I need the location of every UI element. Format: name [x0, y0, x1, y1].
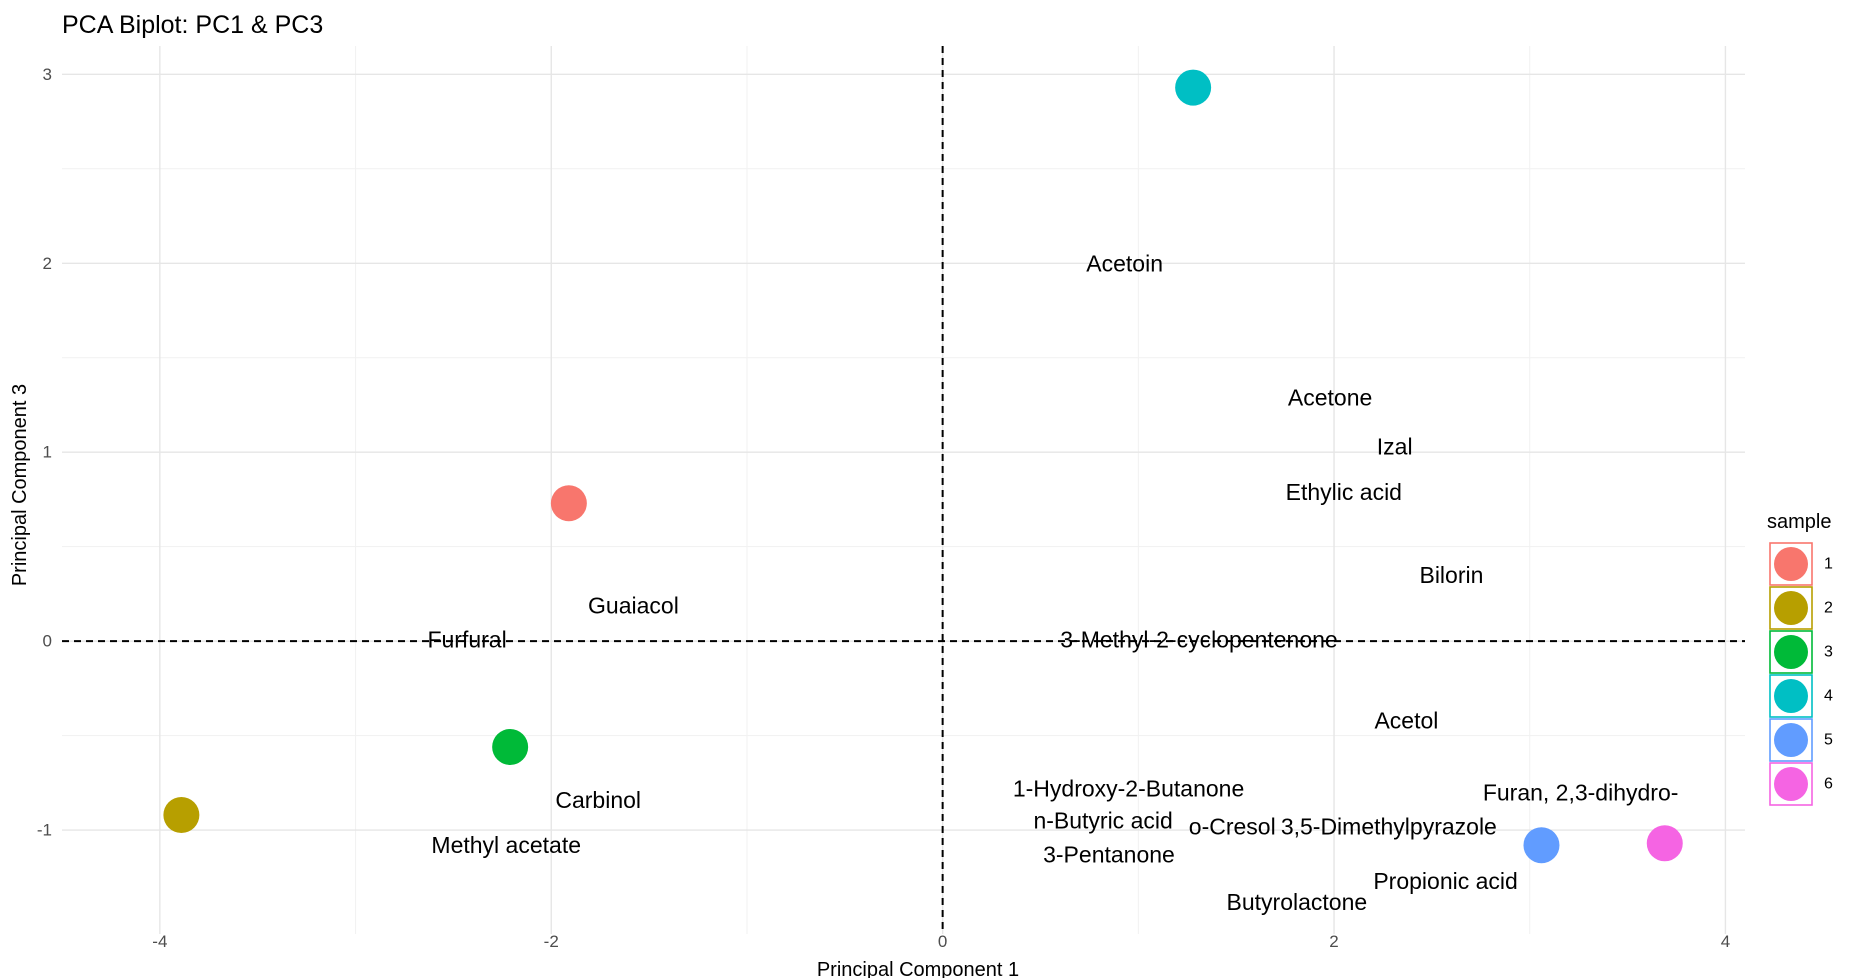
variable-label: Butyrolactone: [1227, 889, 1368, 915]
legend-key-dot: [1774, 723, 1808, 757]
sample-point-6: [1646, 825, 1683, 862]
legend-items: 1 2 3 4 5 6: [1769, 542, 1833, 806]
y-axis-ticks: -1 0 1 2 3: [37, 65, 52, 840]
legend-entry-label: 2: [1824, 600, 1833, 617]
sample-points: [163, 69, 1683, 864]
legend-title: sample: [1767, 511, 1831, 533]
y-tick-label: -1: [37, 821, 52, 840]
legend-entry-label: 4: [1824, 688, 1833, 705]
variable-label: Bilorin: [1419, 562, 1483, 588]
x-axis-ticks: -4 -2 0 2 4: [152, 932, 1730, 951]
legend-entry-label: 3: [1824, 644, 1833, 661]
variable-label: Furfural: [427, 626, 506, 652]
legend-entry-label: 5: [1824, 732, 1833, 749]
y-axis-label: Principal Component 3: [9, 384, 31, 586]
legend: sample 1 2 3 4 5 6: [1767, 511, 1833, 806]
legend-key-dot: [1774, 635, 1808, 669]
variable-label: Acetol: [1374, 708, 1438, 734]
x-axis-label: Principal Component 1: [817, 959, 1019, 978]
variable-label: 3-Pentanone: [1043, 842, 1175, 868]
x-tick-label: -4: [152, 932, 167, 951]
minor-gridlines: [62, 46, 1745, 934]
sample-point-5: [1523, 827, 1560, 864]
variable-label: Propionic acid: [1373, 868, 1517, 894]
variable-label: Guaiacol: [588, 592, 679, 618]
sample-point-4: [1175, 69, 1212, 106]
legend-entry-label: 6: [1824, 776, 1833, 793]
variable-label: 3-Methyl-2-cyclopentenone: [1060, 626, 1337, 652]
y-tick-label: 0: [43, 632, 52, 651]
legend-key-dot: [1774, 767, 1808, 801]
sample-point-3: [492, 728, 529, 765]
x-tick-label: -2: [544, 932, 559, 951]
variable-label: Acetoin: [1086, 250, 1163, 276]
y-tick-label: 2: [43, 254, 52, 273]
x-tick-label: 0: [938, 932, 947, 951]
y-tick-label: 3: [43, 65, 52, 84]
variable-label: Methyl acetate: [431, 832, 581, 858]
variable-label: o-Cresol: [1189, 813, 1276, 839]
variable-label: 1-Hydroxy-2-Butanone: [1013, 776, 1244, 802]
chart-title: PCA Biplot: PC1 & PC3: [62, 11, 323, 39]
x-tick-label: 4: [1721, 932, 1730, 951]
variable-label: Carbinol: [555, 787, 641, 813]
variable-label: Ethylic acid: [1286, 479, 1402, 505]
legend-key-dot: [1774, 591, 1808, 625]
reference-lines: [62, 46, 1745, 934]
legend-key-dot: [1774, 547, 1808, 581]
variable-label: Acetone: [1288, 384, 1372, 410]
sample-point-2: [163, 796, 200, 833]
variable-label: n-Butyric acid: [1033, 808, 1172, 834]
legend-entry-label: 1: [1824, 556, 1833, 573]
y-tick-label: 1: [43, 443, 52, 462]
variable-label: Furan, 2,3-dihydro-: [1483, 779, 1679, 805]
variable-label: 3,5-Dimethylpyrazole: [1281, 813, 1497, 839]
x-tick-label: 2: [1329, 932, 1338, 951]
legend-key-dot: [1774, 679, 1808, 713]
variable-label: Izal: [1377, 434, 1413, 460]
sample-point-1: [550, 485, 587, 522]
